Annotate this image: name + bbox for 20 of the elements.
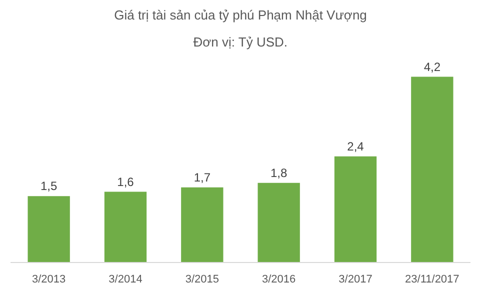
bar (258, 182, 300, 262)
chart-title: Giá trị tài sản của tỷ phú Phạm Nhật Vượng (114, 8, 367, 22)
x-tick-label: 3/2017 (338, 274, 372, 286)
data-label: 1,6 (117, 174, 134, 189)
bar (411, 76, 454, 262)
x-tick-label: 3/2016 (262, 274, 296, 286)
data-label: 1,7 (194, 170, 211, 184)
bar (334, 156, 377, 262)
data-label: 1,5 (40, 179, 58, 194)
x-tick-label: 3/2013 (32, 274, 66, 286)
x-tick-label: 3/2014 (108, 274, 142, 286)
chart-subtitle: Đơn vị: Tỷ USD. (193, 34, 288, 50)
data-label: 2,4 (347, 139, 364, 154)
bar (104, 192, 147, 262)
bar (181, 187, 224, 262)
data-label: 1,8 (270, 166, 288, 180)
x-tick-label: 3/2015 (185, 274, 219, 286)
data-label: 4,2 (424, 60, 441, 74)
x-tick-label: 23/11/2017 (405, 274, 460, 286)
bar (28, 196, 70, 262)
